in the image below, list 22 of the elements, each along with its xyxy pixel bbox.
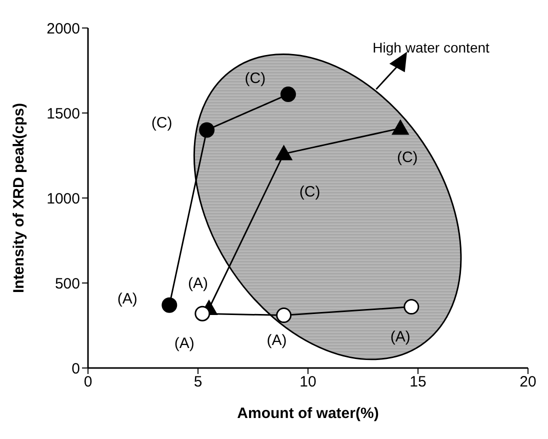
annotation: High water content — [372, 39, 490, 56]
x-axis-title: Amount of water(%) — [237, 405, 379, 422]
annotation: (A) — [117, 290, 138, 308]
x-tick-label: 15 — [410, 374, 426, 391]
annotation: (A) — [188, 275, 208, 292]
y-axis-title: Intensity of XRD peak(cps) — [10, 102, 28, 294]
annotation: (C) — [299, 183, 320, 200]
annotation: (C) — [396, 148, 418, 166]
y-tick-label: 1000 — [46, 190, 80, 208]
y-tick-label: 1500 — [46, 105, 80, 122]
x-tick-label: 20 — [520, 374, 536, 391]
annotation: (A) — [390, 328, 410, 346]
annotation: (A) — [266, 332, 287, 349]
y-tick-label: 500 — [54, 275, 80, 292]
annotation: (C) — [244, 70, 266, 87]
x-tick-label: 5 — [194, 374, 202, 391]
y-tick-label: 0 — [72, 360, 80, 378]
x-tick-label: 10 — [300, 374, 316, 391]
annotation: (C) — [151, 114, 172, 132]
y-tick-label: 2000 — [46, 20, 80, 38]
x-tick-label: 0 — [84, 374, 92, 391]
annotation: (A) — [174, 335, 194, 352]
